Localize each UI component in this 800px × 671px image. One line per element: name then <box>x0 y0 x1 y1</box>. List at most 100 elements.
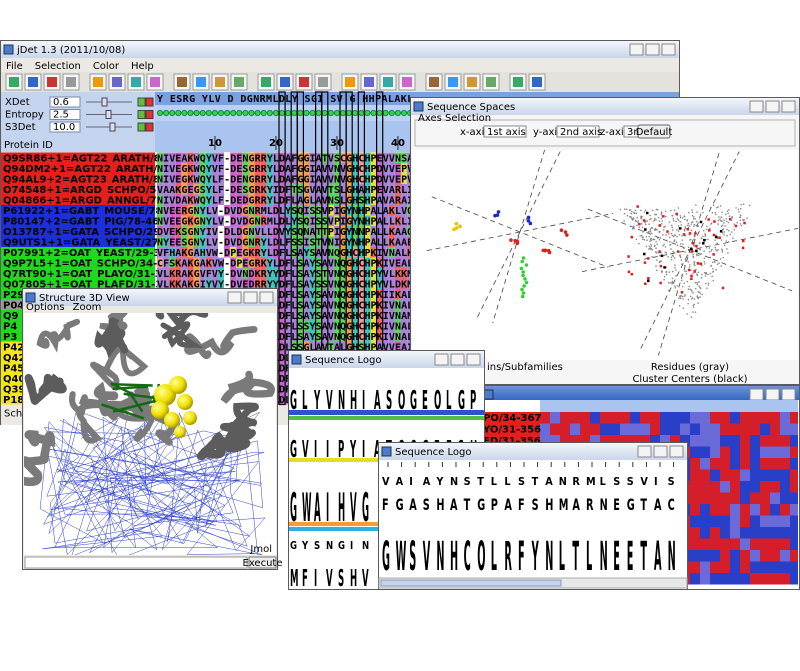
protein-id[interactable]: P45 <box>3 363 24 374</box>
window-button[interactable] <box>765 100 780 113</box>
residue-cell <box>321 236 328 247</box>
menu-item[interactable]: Zoom <box>73 302 102 313</box>
logo-letter: Y <box>350 437 357 464</box>
slider-thumb[interactable] <box>101 97 108 107</box>
protein-id[interactable]: P18 <box>3 395 24 406</box>
window-button[interactable] <box>629 43 644 56</box>
protein-id[interactable]: P07991+2=OAT_YEAST/29-367 <box>3 248 174 259</box>
window-button[interactable] <box>434 353 449 366</box>
residue-cell <box>199 173 206 184</box>
window-button[interactable] <box>669 445 684 458</box>
protein-id[interactable]: P42 <box>3 342 24 353</box>
row-id-background <box>1 278 155 289</box>
protein-id[interactable]: Q9UTS1+1=GATA_YEAST/27-461 <box>3 237 184 248</box>
protein-id[interactable]: Q94AL9+2=AGT23_ARATH/82-414 <box>3 174 192 185</box>
param-button[interactable] <box>137 97 146 107</box>
protein-id[interactable]: P80147+2=GABT_PIG/78-466 <box>3 216 166 227</box>
residue-cell <box>285 257 292 268</box>
residue-cell <box>388 152 395 163</box>
window-button[interactable] <box>749 388 764 401</box>
protein-id[interactable]: P61922+1=GABT_MOUSE/78-448 <box>3 206 187 217</box>
protein-id[interactable]: O74548+1=ARGD_SCHPO/57-388 <box>3 185 188 196</box>
param-input[interactable] <box>49 121 81 133</box>
window-button[interactable] <box>781 100 796 113</box>
residue-cell <box>309 236 316 247</box>
logo-column: S <box>627 477 634 488</box>
param-button[interactable] <box>145 97 154 107</box>
window-button[interactable] <box>661 43 676 56</box>
param-input[interactable] <box>49 109 81 120</box>
residue-cell <box>321 268 328 279</box>
window-button[interactable] <box>259 291 274 304</box>
window-button[interactable] <box>243 291 258 304</box>
protein-id[interactable]: Q42 <box>3 353 25 364</box>
param-input[interactable] <box>49 96 81 108</box>
protein-id[interactable]: O13787+1=GATA_SCHPO/29-422 <box>3 227 185 238</box>
residue-cell <box>279 299 286 310</box>
residue-point <box>623 220 625 222</box>
residue-point <box>635 212 638 215</box>
scrollbar-thumb[interactable] <box>380 579 562 587</box>
protein-id[interactable]: Q9SR86+1=AGT22_ARATH/85-418 <box>3 153 193 164</box>
protein-id[interactable]: Q9 <box>3 311 19 322</box>
logo-column: S <box>464 477 471 488</box>
protein-id[interactable]: Q7RT90+1=OAT_PLAYO/31-356 <box>3 269 176 280</box>
residue-cell <box>370 173 377 184</box>
logo-letter: S <box>518 477 525 488</box>
window-button[interactable] <box>466 353 481 366</box>
axis-select[interactable] <box>483 125 527 138</box>
menu-item[interactable]: Selection <box>35 61 81 72</box>
residue-cell <box>193 152 200 163</box>
protein-id[interactable]: P04 <box>3 300 24 311</box>
residue-cell <box>230 184 237 195</box>
residue-point <box>641 226 644 229</box>
slider-thumb[interactable] <box>109 122 116 132</box>
residue-point <box>652 220 655 222</box>
window-button[interactable] <box>645 43 660 56</box>
param-button[interactable] <box>137 122 146 132</box>
menu-item[interactable]: Options <box>26 302 65 313</box>
residue-point <box>680 274 683 277</box>
residue-point <box>693 238 696 241</box>
window-button[interactable] <box>749 100 764 113</box>
param-button[interactable] <box>137 110 146 119</box>
protein-point <box>493 213 497 218</box>
residue-cell <box>175 247 182 258</box>
protein-id[interactable]: Q94DM2+1=AGT22_ARATH/80-413 <box>3 164 196 175</box>
command-field[interactable] <box>24 556 248 569</box>
window-button[interactable] <box>653 445 668 458</box>
menu-item[interactable]: File <box>6 61 23 72</box>
window-button[interactable] <box>450 353 465 366</box>
axis-select[interactable] <box>556 125 600 138</box>
window-button[interactable] <box>765 388 780 401</box>
menu-item[interactable]: Color <box>93 61 120 72</box>
toolbar-icon <box>28 77 38 87</box>
logo-column: G <box>338 540 345 552</box>
window-button[interactable] <box>781 388 796 401</box>
logo-column: N <box>436 533 444 580</box>
execute-button[interactable] <box>248 556 277 569</box>
param-button[interactable] <box>145 110 154 119</box>
window-button[interactable] <box>637 445 652 458</box>
residue-point-highlight <box>696 262 700 265</box>
protein-id[interactable]: Q07805+1=OAT_PLAFD/31-356 <box>3 279 176 290</box>
protein-id[interactable]: Q40 <box>3 374 25 385</box>
protein-id[interactable]: Q9P7L5+1=OAT_SCHPO/34-367 <box>3 258 178 269</box>
window-button[interactable] <box>227 291 242 304</box>
menu-item[interactable]: Help <box>131 61 154 72</box>
residue-cell <box>352 194 359 205</box>
protein-id[interactable]: P4 <box>3 321 17 332</box>
protein-id[interactable]: Q39 <box>3 384 25 395</box>
slider-thumb[interactable] <box>105 110 112 119</box>
protein-id[interactable]: Q04866+1=ARGD_ANNGL/70-395 <box>3 195 189 206</box>
default-button[interactable] <box>637 124 671 139</box>
logo-letter: R <box>572 477 580 488</box>
residue-point <box>676 284 679 287</box>
protein-id[interactable]: P3 <box>3 332 17 343</box>
residue-point <box>635 220 637 223</box>
param-button[interactable] <box>145 122 154 132</box>
window-title: jDet 1.3 (2011/10/08) <box>16 45 125 56</box>
protein-id[interactable]: P29 <box>3 290 24 301</box>
residue-cell <box>382 247 389 258</box>
residue-cell <box>291 320 298 331</box>
